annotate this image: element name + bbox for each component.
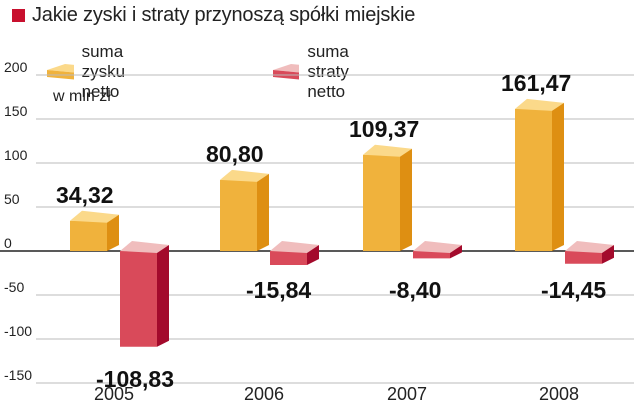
profit-value-label: 34,32 [56,182,114,208]
x-tick-label: 2007 [387,384,427,404]
profit-value-label: 161,47 [501,70,571,96]
profit-bar-2007 [363,144,412,251]
y-tick-label: 100 [4,147,28,163]
y-tick-label: 50 [4,191,20,207]
legend-label-loss: suma straty netto [307,42,349,101]
y-tick-label: 0 [4,235,12,251]
loss-value-label: -15,84 [246,277,311,303]
legend-item-profit: suma zysku netto [44,42,151,102]
profit-bar-2008 [515,98,564,251]
profit-value-label: 80,80 [206,141,264,167]
profit-bar-2005 [70,210,119,251]
x-tick-label: 2008 [539,384,579,404]
y-tick-label: 150 [4,103,28,119]
loss-value-label: -8,40 [389,277,441,303]
y-tick-label: -150 [4,367,32,383]
profit-value-label: 109,37 [349,116,419,142]
x-tick-label: 2006 [244,384,284,404]
y-tick-label: -100 [4,323,32,339]
y-tick-label: 200 [4,59,28,75]
loss-bar-2007 [413,241,462,259]
title-marker [12,8,25,22]
loss-bar-2005 [120,241,169,347]
legend-label-profit: suma zysku netto [81,42,126,101]
loss-bar-2008 [565,241,614,264]
unit-label: w mln zł [52,88,111,105]
profit-bar-2006 [220,169,269,251]
loss-bar-2006 [270,241,319,265]
chart-title: Jakie zyski i straty przynoszą spółki mi… [32,3,416,26]
loss-value-label: -14,45 [541,277,606,303]
title-row: Jakie zyski i straty przynoszą spółki mi… [12,3,415,27]
x-tick-label: 2005 [94,384,134,404]
loss-value-label: -108,83 [96,366,174,392]
y-tick-label: -50 [4,279,24,295]
